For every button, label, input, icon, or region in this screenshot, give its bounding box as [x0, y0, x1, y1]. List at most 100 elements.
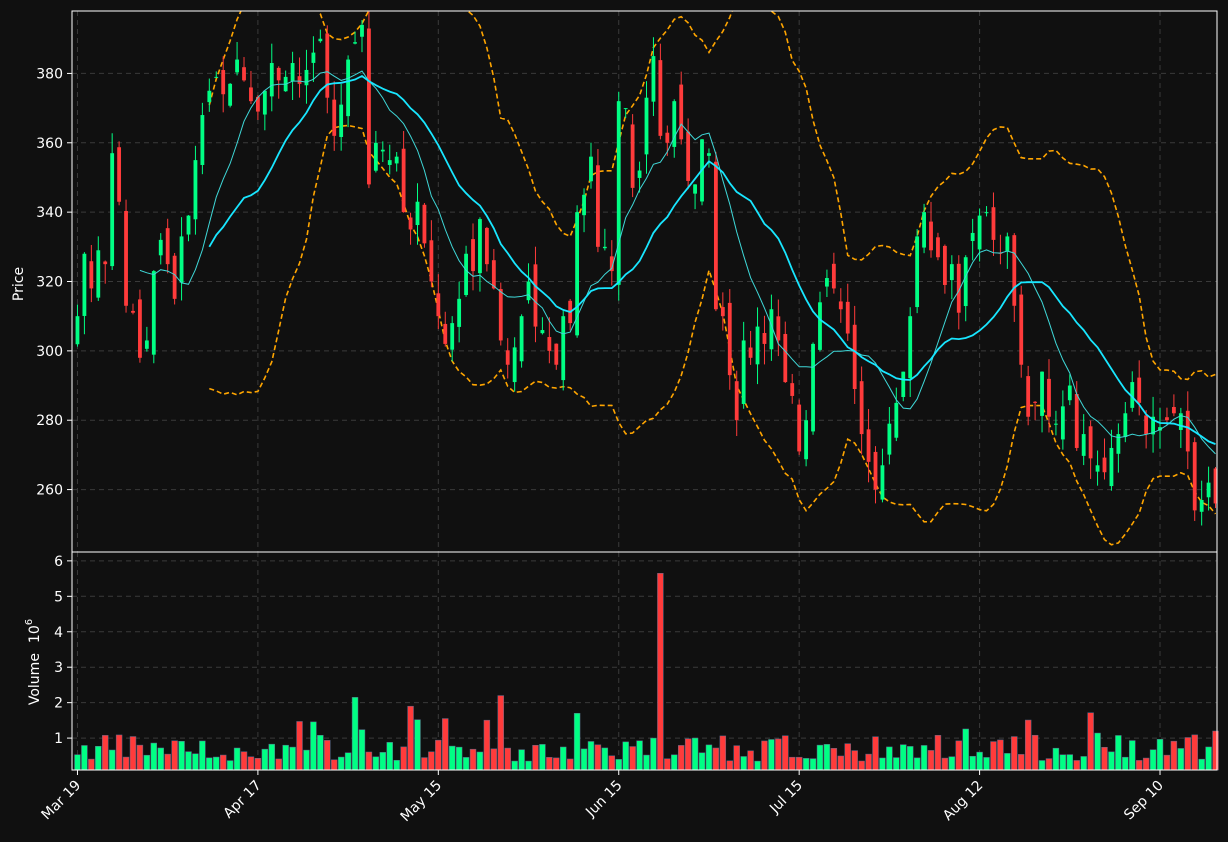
candle-body — [602, 246, 607, 249]
date-tick-label: Sep 10 — [1121, 778, 1167, 824]
candle — [963, 255, 968, 322]
volume-bar — [1163, 754, 1171, 771]
candle-body — [1088, 426, 1093, 459]
volume-bar — [421, 757, 428, 771]
candle — [276, 66, 281, 99]
candle-body — [665, 132, 670, 143]
candle — [380, 141, 385, 163]
volume-bar — [1205, 746, 1212, 771]
candle — [1137, 360, 1142, 416]
candle-body — [630, 124, 635, 188]
candle — [589, 142, 593, 189]
candle-body — [1019, 294, 1024, 365]
candle-body — [408, 217, 413, 230]
volume-bar — [442, 718, 449, 771]
candle-body — [1116, 434, 1121, 454]
candle — [415, 183, 420, 245]
volume-bar — [608, 755, 616, 771]
candle-body — [158, 239, 163, 256]
candle — [387, 144, 392, 175]
volume-bar — [601, 747, 609, 771]
candle — [561, 310, 566, 391]
candle-body — [547, 337, 552, 351]
candle — [831, 252, 836, 294]
bollinger-bands — [208, 11, 1217, 546]
candle — [797, 399, 802, 455]
volume-bar — [462, 757, 470, 771]
volume-bar — [199, 740, 206, 771]
candle-body — [1123, 413, 1128, 437]
candle-body — [679, 84, 684, 140]
candle-body — [582, 194, 586, 216]
volume-tick-label: 1 — [54, 731, 63, 747]
volume-bar — [1080, 756, 1087, 771]
volume-bar — [1045, 758, 1053, 771]
candle — [117, 141, 122, 206]
candle-body — [269, 63, 274, 97]
candle-body — [1199, 499, 1204, 512]
volume-bar — [594, 744, 602, 771]
candle-body — [623, 108, 628, 110]
candle-body — [790, 383, 795, 396]
volume-exponent-base: 10 — [27, 625, 43, 643]
date-tick-label: Mar 19 — [39, 778, 85, 824]
volume-bar — [740, 756, 747, 771]
candle — [707, 148, 711, 168]
volume-bar — [351, 697, 359, 771]
price-tick-label: 300 — [36, 344, 63, 360]
volume-bar — [712, 747, 720, 771]
upper-band — [208, 11, 1216, 381]
date-tick-label: Jul 15 — [766, 778, 806, 818]
volume-tick-label: 2 — [54, 696, 63, 712]
candle — [582, 188, 586, 233]
candle — [575, 205, 580, 338]
volume-bar — [719, 735, 727, 771]
candle — [956, 255, 961, 330]
candle — [970, 218, 975, 261]
candle-body — [131, 310, 135, 313]
candle — [457, 281, 462, 343]
candle-body — [117, 147, 122, 202]
volume-bar — [358, 729, 366, 771]
candle — [1081, 414, 1086, 466]
candle-body — [1151, 416, 1155, 435]
volume-bar — [733, 745, 740, 771]
volume-bar — [490, 748, 498, 771]
candle-body — [651, 56, 656, 102]
candle — [228, 83, 233, 108]
candle — [429, 220, 434, 288]
volume-bar — [448, 745, 456, 771]
candle-body — [818, 302, 822, 350]
volume-axis-label: Volume 106 — [24, 619, 43, 705]
candle-body — [1171, 407, 1176, 414]
volume-bar — [310, 721, 317, 771]
candle — [151, 270, 156, 364]
candle-body — [193, 160, 198, 220]
candle-body — [89, 261, 94, 289]
candle — [193, 145, 198, 235]
candle — [235, 42, 239, 76]
candle — [1054, 410, 1058, 436]
candle-body — [1095, 465, 1100, 472]
candle-body — [686, 131, 691, 181]
volume-bar — [657, 573, 664, 771]
candle-body — [339, 104, 344, 137]
volume-bar — [789, 756, 796, 771]
candle-body — [457, 298, 462, 327]
volume-bar — [1073, 760, 1080, 771]
candle-body — [297, 76, 302, 84]
candle-body — [804, 420, 809, 460]
candle-body — [776, 316, 781, 341]
volume-bar — [532, 744, 539, 771]
candle-body — [963, 257, 968, 307]
volume-bar — [233, 747, 241, 771]
candle-body — [852, 324, 857, 390]
volume-bar — [539, 744, 546, 771]
volume-bar — [858, 760, 865, 771]
candle-body — [464, 253, 468, 296]
volume-bar — [893, 757, 900, 771]
volume-bar — [1142, 757, 1150, 771]
candle — [880, 448, 885, 503]
volume-bar — [150, 742, 158, 771]
